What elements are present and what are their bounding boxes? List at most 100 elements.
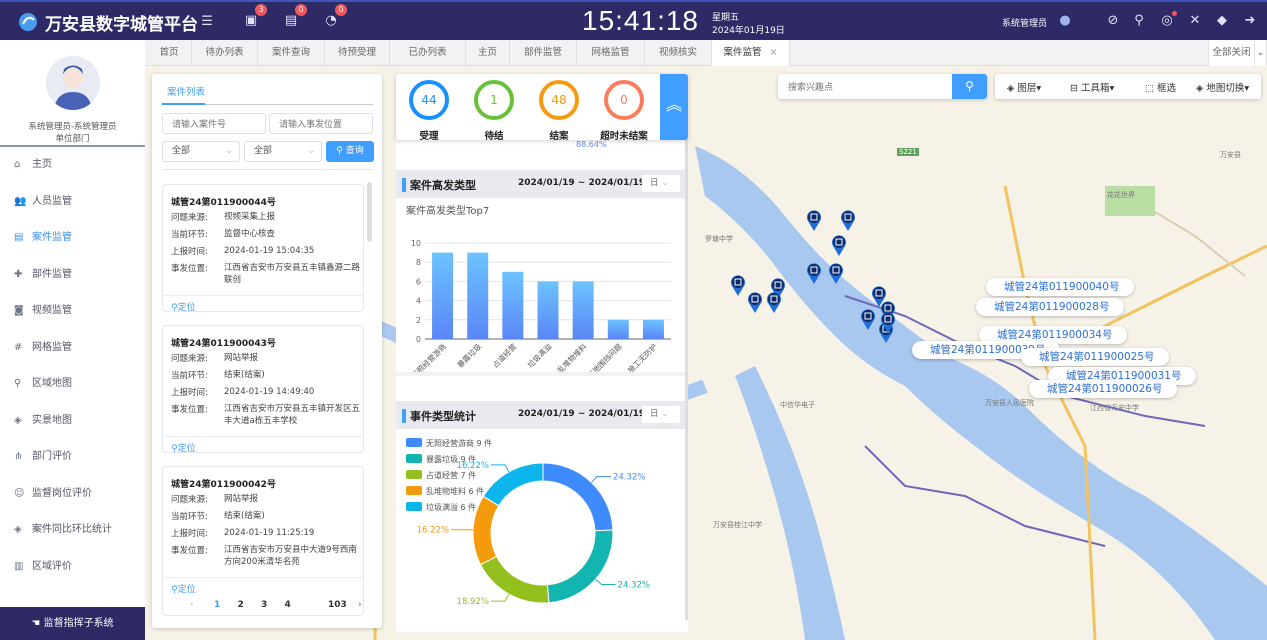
tab[interactable]: 待办列表 xyxy=(192,40,258,66)
tab[interactable]: 待预受理 xyxy=(325,40,390,66)
case-marker-pin[interactable] xyxy=(730,274,746,296)
case-marker-pin[interactable] xyxy=(880,311,896,333)
bar[interactable] xyxy=(467,252,489,339)
donut-slice[interactable] xyxy=(472,495,500,566)
panel-scrollbar[interactable] xyxy=(685,140,688,620)
legend-label[interactable]: 无照经营游商 9 件 xyxy=(426,438,492,448)
stat-ring[interactable]: 0 xyxy=(604,80,644,120)
case-marker-label[interactable]: 城管24第011900026号 xyxy=(1029,380,1177,398)
case-marker-pin[interactable] xyxy=(831,234,847,256)
locate-button[interactable]: ⚲定位 xyxy=(171,582,196,595)
prev-page-button[interactable]: ‹ xyxy=(190,600,194,610)
page-button[interactable]: 4 xyxy=(284,600,291,610)
locate-button[interactable]: ⚲定位 xyxy=(171,300,196,313)
sidebar-item[interactable]: ☺ 监督岗位评价 xyxy=(0,476,145,512)
legend-label[interactable]: 乱堆物堆料 6 件 xyxy=(426,486,484,496)
map-switch-button[interactable]: ◈ 地图切换▾ xyxy=(1196,83,1250,94)
stat-ring[interactable]: 48 xyxy=(539,80,579,120)
next-page-button[interactable]: › xyxy=(358,600,362,610)
sidebar-item[interactable]: ▥ 区域评价 xyxy=(0,549,145,585)
location-input[interactable] xyxy=(269,113,373,134)
case-number-input[interactable] xyxy=(162,113,266,134)
diamond-icon[interactable]: ◆ xyxy=(1217,13,1227,28)
donut-slice[interactable] xyxy=(479,555,550,604)
logout-icon[interactable]: ➜ xyxy=(1244,13,1256,28)
bar[interactable] xyxy=(537,281,559,339)
case-card[interactable]: 城管24第011900043号 问题来源: 网站举报 当前环节: 结束(结案) 上报时间:… xyxy=(162,325,364,454)
case-marker-pin[interactable] xyxy=(828,262,844,284)
supervision-system-button[interactable]: ☚ 监督指挥子系统 xyxy=(0,607,145,640)
bar-period-select[interactable]: 日 ⌄ xyxy=(642,175,680,192)
sidebar-item[interactable]: ⋔ 部门评价 xyxy=(0,439,145,475)
case-marker-pin[interactable] xyxy=(806,262,822,284)
tab[interactable]: 网格监管 xyxy=(577,40,645,66)
sidebar-item[interactable]: ◙ 视频监管 xyxy=(0,293,145,329)
case-marker-pin[interactable] xyxy=(871,285,887,307)
case-marker-pin[interactable] xyxy=(880,300,896,322)
mute-icon[interactable]: ⊘ xyxy=(1107,13,1119,28)
legend-label[interactable]: 占道经营 7 件 xyxy=(426,470,476,480)
poi-search-button[interactable]: ⚲ xyxy=(952,74,987,99)
toolbox-button[interactable]: ⊟ 工具箱▾ xyxy=(1070,83,1115,94)
case-card[interactable]: 城管24第011900042号 问题来源: 网站举报 当前环节: 结束(结案) 上报时间:… xyxy=(162,466,364,616)
sidebar-item[interactable]: ⌂ 主页 xyxy=(0,147,145,183)
sidebar-item[interactable]: ⚲ 区域地图 xyxy=(0,366,145,402)
case-marker-pin[interactable] xyxy=(806,209,822,231)
close-all-tabs-button[interactable]: 全部关闭 xyxy=(1208,40,1255,66)
sidebar-item[interactable]: ◈ 实景地图 xyxy=(0,403,145,439)
bar[interactable] xyxy=(432,252,454,339)
page-button[interactable]: 2 xyxy=(237,600,244,610)
filter-select-1[interactable]: 全部 ⌄ xyxy=(162,141,240,162)
locate-button[interactable]: ⚲定位 xyxy=(171,441,196,454)
tab[interactable]: 主页 xyxy=(466,40,510,66)
bar[interactable] xyxy=(572,281,594,339)
box-select-button[interactable]: ⬚ 框选 xyxy=(1145,83,1177,94)
sidebar-item[interactable]: ✚ 部件监管 xyxy=(0,257,145,293)
case-marker-pin[interactable] xyxy=(766,291,782,313)
layers-button[interactable]: ◈ 图层▾ xyxy=(1007,83,1042,94)
fullscreen-icon[interactable]: ✕ xyxy=(1189,13,1201,28)
menu-toggle-icon[interactable]: ☰ xyxy=(201,14,213,29)
tab[interactable]: 首页 xyxy=(147,40,192,66)
case-marker-label[interactable]: 城管24第011900028号 xyxy=(976,298,1124,316)
page-last[interactable]: 103 xyxy=(328,600,347,610)
case-marker-label[interactable]: 城管24第011900040号 xyxy=(986,278,1134,296)
tab[interactable]: 部件监管 xyxy=(510,40,577,66)
bar[interactable] xyxy=(607,319,629,339)
todo-clipboard-icon[interactable]: ▣ xyxy=(244,13,258,28)
target-icon[interactable]: ◎ xyxy=(1161,13,1173,28)
pie-period-select[interactable]: 日 ⌄ xyxy=(642,406,680,423)
page-button[interactable]: 3 xyxy=(261,600,268,610)
donut-slice[interactable] xyxy=(546,529,614,604)
close-tab-icon[interactable]: × xyxy=(769,47,778,58)
case-marker-pin[interactable] xyxy=(860,308,876,330)
tab-case-list[interactable]: 案件列表 xyxy=(167,87,206,98)
case-marker-pin[interactable] xyxy=(747,291,763,313)
tab[interactable]: 案件监管 × xyxy=(712,40,790,66)
case-marker-pin[interactable] xyxy=(840,209,856,231)
tab[interactable]: 案件查询 xyxy=(258,40,325,66)
case-marker-label[interactable]: 城管24第011900025号 xyxy=(1021,348,1169,366)
case-marker-label[interactable]: 城管24第011900034号 xyxy=(979,326,1127,344)
timer-icon[interactable]: ◔ xyxy=(325,13,337,28)
return-icon[interactable]: ▤ xyxy=(284,13,298,28)
donut-slice[interactable] xyxy=(482,462,544,507)
case-card[interactable]: 城管24第011900044号 问题来源: 视频采集上报 当前环节: 监督中心核查 上报时… xyxy=(162,184,364,313)
list-scrollbar[interactable] xyxy=(367,182,372,242)
stat-ring[interactable]: 44 xyxy=(409,80,449,120)
sidebar-item[interactable]: ▤ 案件监管 xyxy=(0,220,145,256)
search-icon[interactable]: ⚲ xyxy=(1134,13,1144,28)
filter-select-2[interactable]: 全部 ⌄ xyxy=(244,141,322,162)
case-marker-pin[interactable] xyxy=(770,277,786,299)
collapse-chevron-icon[interactable]: ︽ xyxy=(660,74,688,140)
tab[interactable]: 已办列表 xyxy=(390,40,466,66)
bar[interactable] xyxy=(502,271,524,339)
tab[interactable]: 视频核实 xyxy=(645,40,712,66)
bar[interactable] xyxy=(642,319,664,339)
query-button[interactable]: ⚲ 查询 xyxy=(326,141,374,162)
legend-label[interactable]: 垃圾满溢 6 件 xyxy=(426,502,476,512)
user-group-icon[interactable]: ● xyxy=(1059,13,1071,28)
donut-slice[interactable] xyxy=(542,462,614,532)
sidebar-item[interactable]: 👥 人员监管 xyxy=(0,184,145,220)
stat-ring[interactable]: 1 xyxy=(474,80,514,120)
